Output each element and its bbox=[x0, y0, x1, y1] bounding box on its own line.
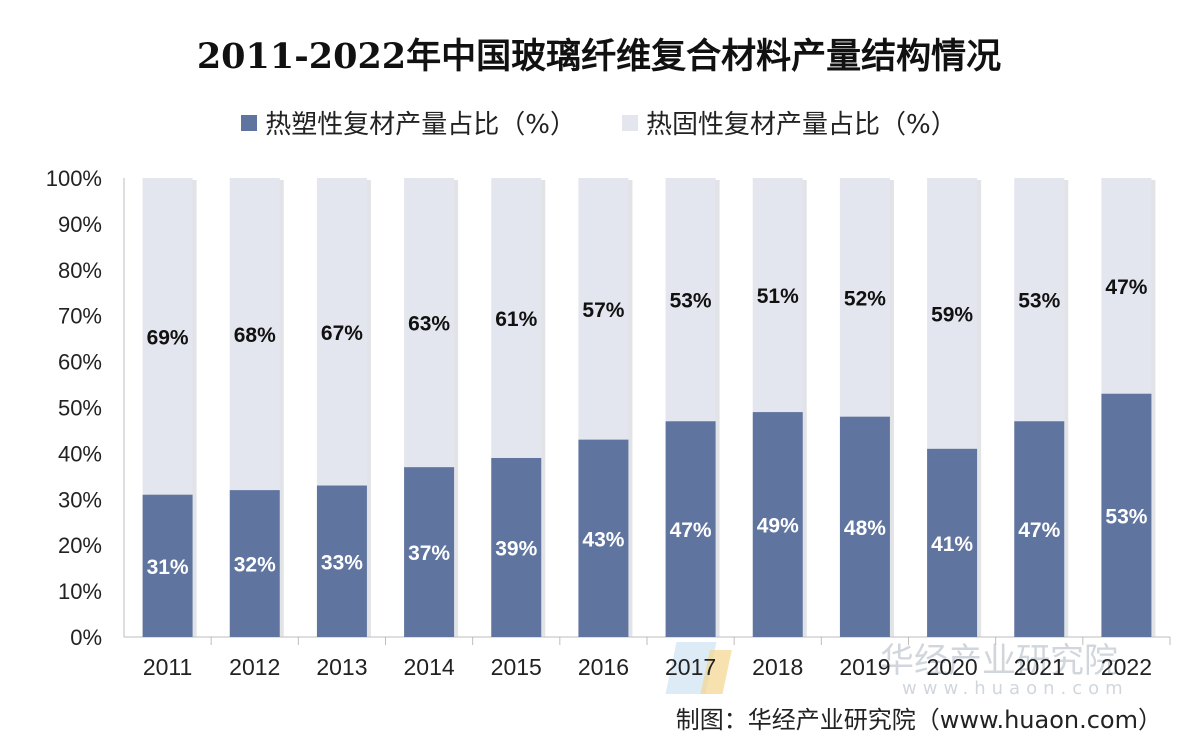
watermark: 华经产业研究院 www.huaon.com bbox=[665, 641, 1129, 699]
bar-thermoplastic bbox=[927, 448, 978, 637]
y-tick-label: 20% bbox=[58, 533, 102, 558]
data-label-thermoset: 53% bbox=[670, 290, 712, 313]
x-tick-label: 2020 bbox=[926, 654, 977, 680]
x-tick-label: 2015 bbox=[491, 654, 542, 680]
bar-thermoset bbox=[1101, 178, 1152, 394]
legend-item-thermoplastic: 热塑性复材产量占比（%） bbox=[241, 104, 576, 141]
bar-thermoplastic bbox=[229, 490, 280, 637]
x-tick-label: 2014 bbox=[403, 654, 454, 680]
bar-thermoset bbox=[665, 178, 716, 422]
y-tick-label: 90% bbox=[58, 212, 102, 237]
legend-item-thermoset: 热固性复材产量占比（%） bbox=[622, 104, 957, 141]
bar-thermoplastic bbox=[1014, 421, 1065, 637]
y-tick-label: 80% bbox=[58, 258, 102, 283]
data-label-thermoplastic: 32% bbox=[234, 554, 276, 577]
bar-thermoset bbox=[316, 178, 367, 486]
data-label-thermoplastic: 39% bbox=[495, 537, 537, 560]
y-tick-label: 0% bbox=[70, 625, 102, 650]
bar-thermoplastic bbox=[491, 457, 542, 637]
bar-thermoset bbox=[142, 178, 193, 495]
data-label-thermoset: 63% bbox=[408, 313, 450, 336]
x-tick-label: 2017 bbox=[665, 654, 716, 680]
x-tick-label: 2012 bbox=[229, 654, 280, 680]
y-tick-label: 60% bbox=[58, 350, 102, 375]
legend-label-thermoset: 热固性复材产量占比（%） bbox=[646, 110, 957, 140]
bar-thermoplastic bbox=[839, 416, 890, 637]
y-tick-label: 40% bbox=[58, 441, 102, 466]
watermark-logo-mark-accent bbox=[700, 650, 732, 694]
y-tick-label: 100% bbox=[46, 166, 102, 191]
bar-thermoset bbox=[404, 178, 455, 468]
bar-thermoplastic bbox=[142, 494, 193, 637]
bar-chart: 华经产业研究院 www.huaon.com 0% 10% 20% 30% 40% 50% 6… bbox=[46, 166, 1171, 699]
data-label-thermoplastic: 33% bbox=[321, 551, 363, 574]
chart-title: 2011-2022年中国玻璃纤维复合材料产量结构情况 bbox=[196, 36, 1002, 77]
legend: 热塑性复材产量占比（%） 热固性复材产量占比（%） bbox=[0, 104, 1198, 141]
data-label-thermoplastic: 41% bbox=[931, 533, 973, 556]
data-label-thermoset: 68% bbox=[234, 324, 276, 347]
plot-area: 0% 10% 20% 30% 40% 50% 60% 70% 80% 90% 100% 31% 69% 2… bbox=[46, 166, 1171, 680]
data-label-thermoset: 61% bbox=[495, 308, 537, 331]
data-label-thermoplastic: 53% bbox=[1105, 505, 1147, 528]
bar-thermoset bbox=[491, 178, 542, 458]
y-tick-label: 10% bbox=[58, 579, 102, 604]
bar-thermoset bbox=[229, 178, 280, 491]
data-label-thermoplastic: 47% bbox=[670, 519, 712, 542]
bar-thermoplastic bbox=[752, 412, 803, 637]
bar-thermoplastic bbox=[316, 485, 367, 637]
data-label-thermoset: 52% bbox=[844, 287, 886, 310]
data-label-thermoset: 67% bbox=[321, 322, 363, 345]
bar-thermoset bbox=[927, 178, 978, 449]
x-tick-label: 2019 bbox=[839, 654, 890, 680]
data-label-thermoplastic: 43% bbox=[582, 528, 624, 551]
bar-thermoset bbox=[839, 178, 890, 417]
bar-thermoplastic bbox=[578, 439, 629, 637]
bar-thermoplastic bbox=[1101, 393, 1152, 637]
y-tick-label: 70% bbox=[58, 304, 102, 329]
bar-thermoset bbox=[752, 178, 803, 413]
watermark-url: www.huaon.com bbox=[902, 678, 1129, 699]
x-tick-label: 2013 bbox=[316, 654, 367, 680]
data-label-thermoplastic: 47% bbox=[1018, 519, 1060, 542]
data-label-thermoset: 53% bbox=[1018, 290, 1060, 313]
y-tick-label: 30% bbox=[58, 487, 102, 512]
x-tick-label: 2011 bbox=[143, 654, 192, 680]
x-tick-label: 2016 bbox=[578, 654, 629, 680]
data-label-thermoset: 59% bbox=[931, 303, 973, 326]
x-tick-label: 2022 bbox=[1101, 654, 1152, 680]
data-label-thermoplastic: 49% bbox=[757, 515, 799, 538]
x-tick-label: 2021 bbox=[1014, 654, 1065, 680]
y-tick-label: 50% bbox=[58, 396, 102, 421]
data-label-thermoplastic: 31% bbox=[147, 556, 189, 579]
source-note: 制图：华经产业研究院（www.huaon.com） bbox=[675, 706, 1162, 734]
legend-swatch-thermoset bbox=[622, 114, 638, 131]
bar-thermoset bbox=[578, 178, 629, 440]
data-label-thermoset: 69% bbox=[147, 326, 189, 349]
data-label-thermoset: 57% bbox=[582, 299, 624, 322]
legend-label-thermoplastic: 热塑性复材产量占比（%） bbox=[265, 110, 576, 140]
watermark-text: 华经产业研究院 bbox=[880, 641, 1118, 681]
bar-thermoset bbox=[1014, 178, 1065, 422]
data-label-thermoplastic: 48% bbox=[844, 517, 886, 540]
data-label-thermoset: 47% bbox=[1105, 276, 1147, 299]
x-tick-label: 2018 bbox=[752, 654, 803, 680]
bar-thermoplastic bbox=[665, 421, 716, 637]
data-label-thermoplastic: 37% bbox=[408, 542, 450, 565]
bar-thermoplastic bbox=[404, 467, 455, 637]
legend-swatch-thermoplastic bbox=[241, 114, 258, 131]
data-label-thermoset: 51% bbox=[757, 285, 799, 308]
